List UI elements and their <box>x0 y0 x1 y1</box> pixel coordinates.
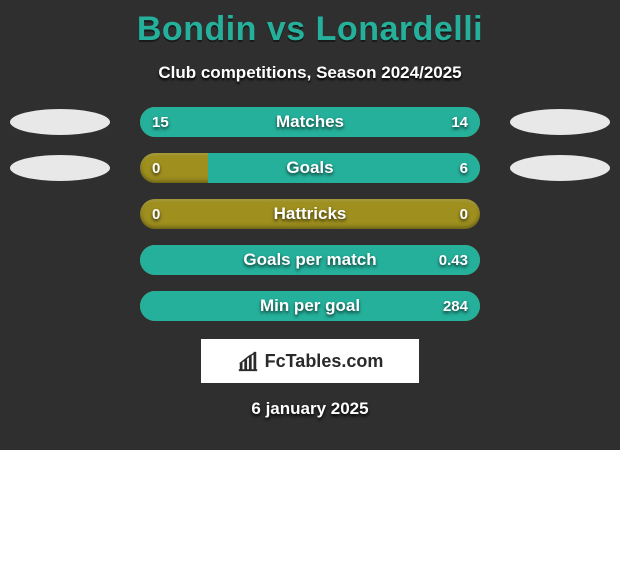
stat-row: 06Goals <box>0 153 620 183</box>
team-badge-right <box>510 109 610 135</box>
stat-value-left: 0 <box>152 199 160 229</box>
stat-bar: 0.43Goals per match <box>140 245 480 275</box>
bar-fill-right <box>316 107 480 137</box>
stat-row: 0.43Goals per match <box>0 245 620 275</box>
stat-value-right: 0 <box>460 199 468 229</box>
team-badge-left <box>10 109 110 135</box>
subtitle: Club competitions, Season 2024/2025 <box>0 63 620 83</box>
stat-row: 0 0Hattricks <box>0 199 620 229</box>
title: Bondin vs Lonardelli <box>0 10 620 49</box>
team-badge-right <box>510 155 610 181</box>
stat-row: 1514Matches <box>0 107 620 137</box>
team-badge-left <box>10 155 110 181</box>
bar-fill-right <box>208 153 480 183</box>
stat-label: Hattricks <box>140 199 480 229</box>
date: 6 january 2025 <box>0 399 620 419</box>
bar-fill-left <box>140 107 316 137</box>
stat-row: 284Min per goal <box>0 291 620 321</box>
stat-bar: 284Min per goal <box>140 291 480 321</box>
bar-fill-right <box>140 245 480 275</box>
bar-fill-right <box>140 291 480 321</box>
stat-rows: 1514Matches06Goals00Hattricks0.43Goals p… <box>0 107 620 321</box>
stat-bar: 0 0Hattricks <box>140 199 480 229</box>
stat-bar: 1514Matches <box>140 107 480 137</box>
bars-icon <box>237 350 259 372</box>
logo-text: FcTables.com <box>265 351 384 372</box>
stat-value-left: 0 <box>152 153 160 183</box>
stat-bar: 06Goals <box>140 153 480 183</box>
comparison-card: Bondin vs Lonardelli Club competitions, … <box>0 0 620 450</box>
footer-logo[interactable]: FcTables.com <box>201 339 419 383</box>
